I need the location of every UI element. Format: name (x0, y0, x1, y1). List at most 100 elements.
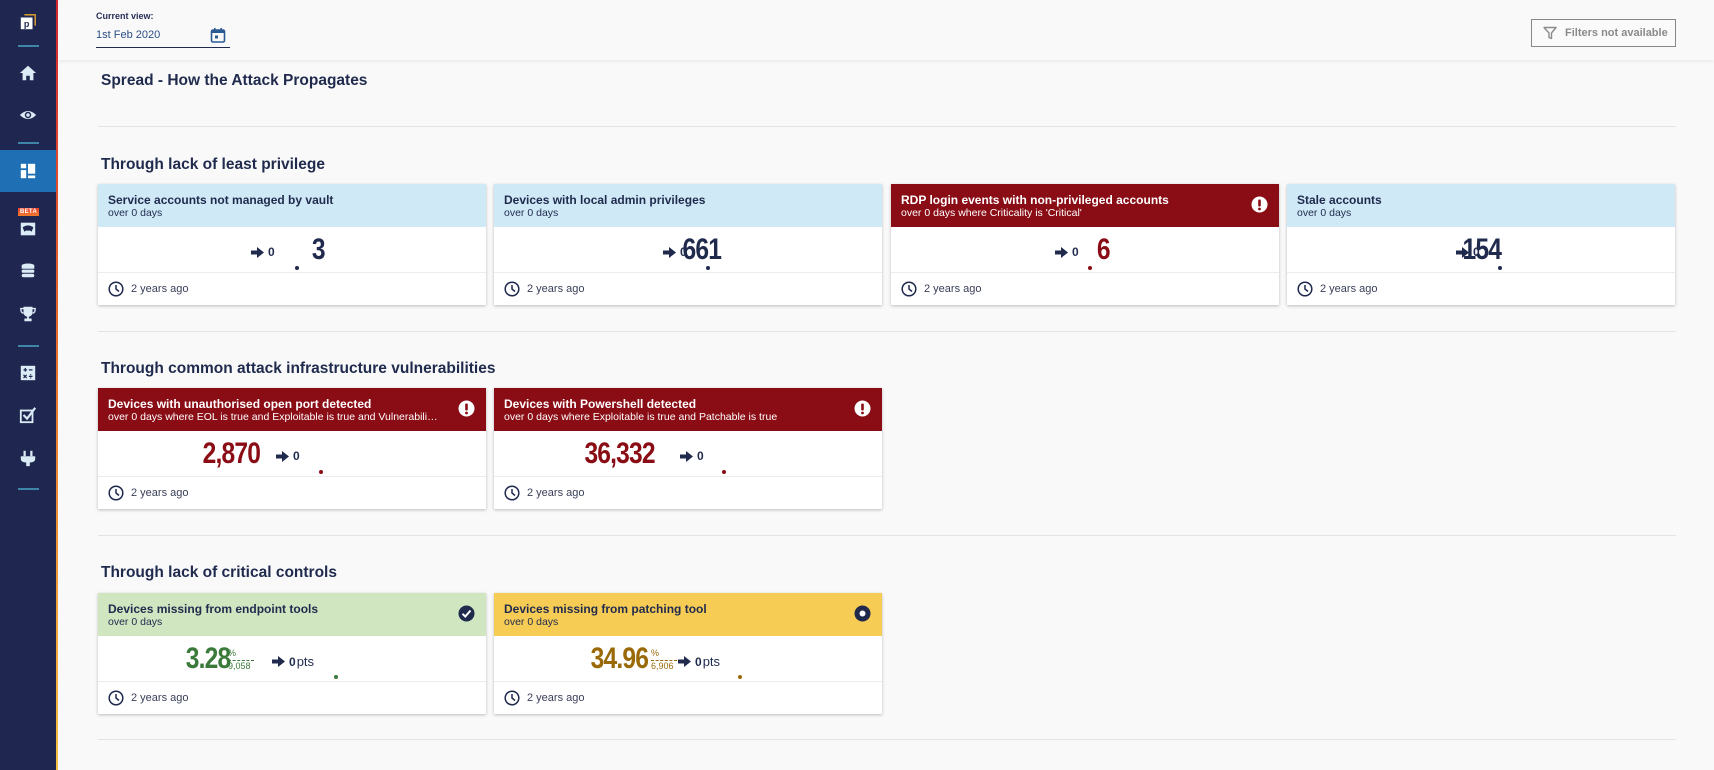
card-subtitle: over 0 days (1297, 207, 1352, 219)
card-footer: 2 years ago (891, 273, 1279, 305)
card-title: Stale accounts (1297, 193, 1382, 207)
trend-value: 0 (695, 654, 702, 669)
sidebar-item-home[interactable] (0, 52, 56, 94)
sparkline-dot (295, 266, 299, 270)
trend: 0 (276, 449, 300, 463)
last-updated: 2 years ago (924, 283, 982, 295)
sparkline-dot (738, 675, 742, 679)
card-title: RDP login events with non-privileged acc… (901, 193, 1169, 207)
trend-value: 0 (1072, 245, 1079, 259)
metric-card-patching-tool[interactable]: Devices missing from patching tool over … (494, 593, 882, 714)
card-body: 2,870 0 (98, 431, 486, 477)
sidebar-item-calculator[interactable] (0, 352, 56, 394)
card-footer: 2 years ago (98, 477, 486, 509)
plug-icon (20, 450, 36, 467)
filters-button[interactable]: Filters not available (1531, 19, 1676, 47)
sparkline-dot (706, 266, 710, 270)
card-header: Service accounts not managed by vault ov… (98, 184, 486, 227)
metric-value: 661 (682, 233, 721, 266)
alert-icon (458, 400, 475, 417)
metric-fraction: % 6,906 (651, 648, 677, 672)
card-footer: 2 years ago (494, 273, 882, 305)
card-subtitle: over 0 days (504, 616, 559, 628)
card-body: 3.28 % 9,058 0 pts (98, 636, 486, 682)
sparkline-dot (1088, 266, 1092, 270)
clock-icon (504, 281, 520, 297)
current-view-label: Current view: (96, 11, 154, 21)
top-bar: Current view: 1st Feb 2020 Filters not a… (58, 0, 1714, 60)
sidebar-item-beta-feature[interactable]: BETA (0, 199, 56, 247)
database-icon (21, 263, 35, 278)
card-body: 661 0 (494, 227, 882, 273)
trend-value: 0 (680, 245, 687, 259)
clock-icon (108, 485, 124, 501)
card-footer: 2 years ago (98, 682, 486, 714)
current-view-value: 1st Feb 2020 (96, 29, 161, 41)
last-updated: 2 years ago (527, 692, 585, 704)
checkbox-icon (19, 407, 37, 424)
trend-unit: pts (296, 654, 315, 669)
sparkline-dot (722, 470, 726, 474)
mask-icon (20, 222, 36, 236)
filters-button-label: Filters not available (1565, 27, 1668, 39)
arrow-right-icon (663, 246, 676, 258)
check-circle-icon (458, 605, 475, 622)
sidebar-item-watch[interactable] (0, 94, 56, 136)
trend: 0 pts (678, 654, 720, 669)
sidebar-item-achievements[interactable] (0, 293, 56, 335)
metric-card-powershell[interactable]: Devices with Powershell detected over 0 … (494, 388, 882, 509)
metric-card-rdp-logins[interactable]: RDP login events with non-privileged acc… (891, 184, 1279, 305)
trend: 0 (680, 449, 704, 463)
beta-badge: BETA (18, 208, 40, 216)
section-divider (98, 331, 1676, 332)
last-updated: 2 years ago (1320, 283, 1378, 295)
sparkline-dot (319, 470, 323, 474)
card-body: 34.96 % 6,906 0 pts (494, 636, 882, 682)
sidebar-item-data[interactable] (0, 250, 56, 292)
current-view-date-input[interactable]: 1st Feb 2020 (96, 26, 230, 48)
svg-text:p: p (24, 19, 30, 29)
trend: 0 (663, 245, 687, 259)
card-body: 6 0 (891, 227, 1279, 273)
metric-unit: % (228, 648, 254, 661)
card-header: Devices with Powershell detected over 0 … (494, 388, 882, 431)
section-divider (98, 126, 1676, 127)
metric-card-stale-accounts[interactable]: Stale accounts over 0 days 154 0 2 years… (1287, 184, 1675, 305)
metric-value: 6 (1097, 233, 1111, 266)
metric-card-open-port[interactable]: Devices with unauthorised open port dete… (98, 388, 486, 509)
metric-value: 34.96 (590, 642, 649, 675)
arrow-right-icon (678, 656, 691, 667)
trophy-icon (20, 306, 36, 322)
arrow-right-icon (272, 656, 285, 667)
metric-card-local-admin[interactable]: Devices with local admin privileges over… (494, 184, 882, 305)
calendar-icon[interactable] (210, 27, 226, 43)
sidebar-item-dashboards[interactable] (0, 150, 56, 192)
section-divider (98, 739, 1676, 740)
eye-icon (19, 110, 37, 120)
arrow-right-icon (276, 450, 289, 462)
card-body: 3 0 (98, 227, 486, 273)
last-updated: 2 years ago (131, 283, 189, 295)
trend: 0 (251, 245, 275, 259)
section-heading-critical-controls: Through lack of critical controls (101, 564, 337, 581)
logo[interactable]: p (0, 1, 56, 43)
alert-icon (854, 400, 871, 417)
metric-denominator: 9,058 (228, 661, 251, 671)
card-title: Devices with Powershell detected (504, 397, 697, 411)
sparkline-dot (334, 675, 338, 679)
arrow-right-icon (1055, 246, 1068, 258)
calculator-icon (20, 365, 36, 381)
card-subtitle: over 0 days where EOL is true and Exploi… (108, 411, 438, 423)
metric-value: 3 (312, 233, 326, 266)
card-body: 36,332 0 (494, 431, 882, 477)
metric-value: 3.28 (185, 642, 230, 675)
clock-icon (504, 690, 520, 706)
metric-card-service-accounts[interactable]: Service accounts not managed by vault ov… (98, 184, 486, 305)
clock-icon (108, 281, 124, 297)
sidebar-item-integrations[interactable] (0, 437, 56, 479)
sidebar-item-checks[interactable] (0, 394, 56, 436)
metric-card-endpoint-tools[interactable]: Devices missing from endpoint tools over… (98, 593, 486, 714)
metric-value: 2,870 (202, 437, 261, 470)
warning-dot-icon (854, 605, 871, 622)
filter-icon (1543, 26, 1557, 40)
